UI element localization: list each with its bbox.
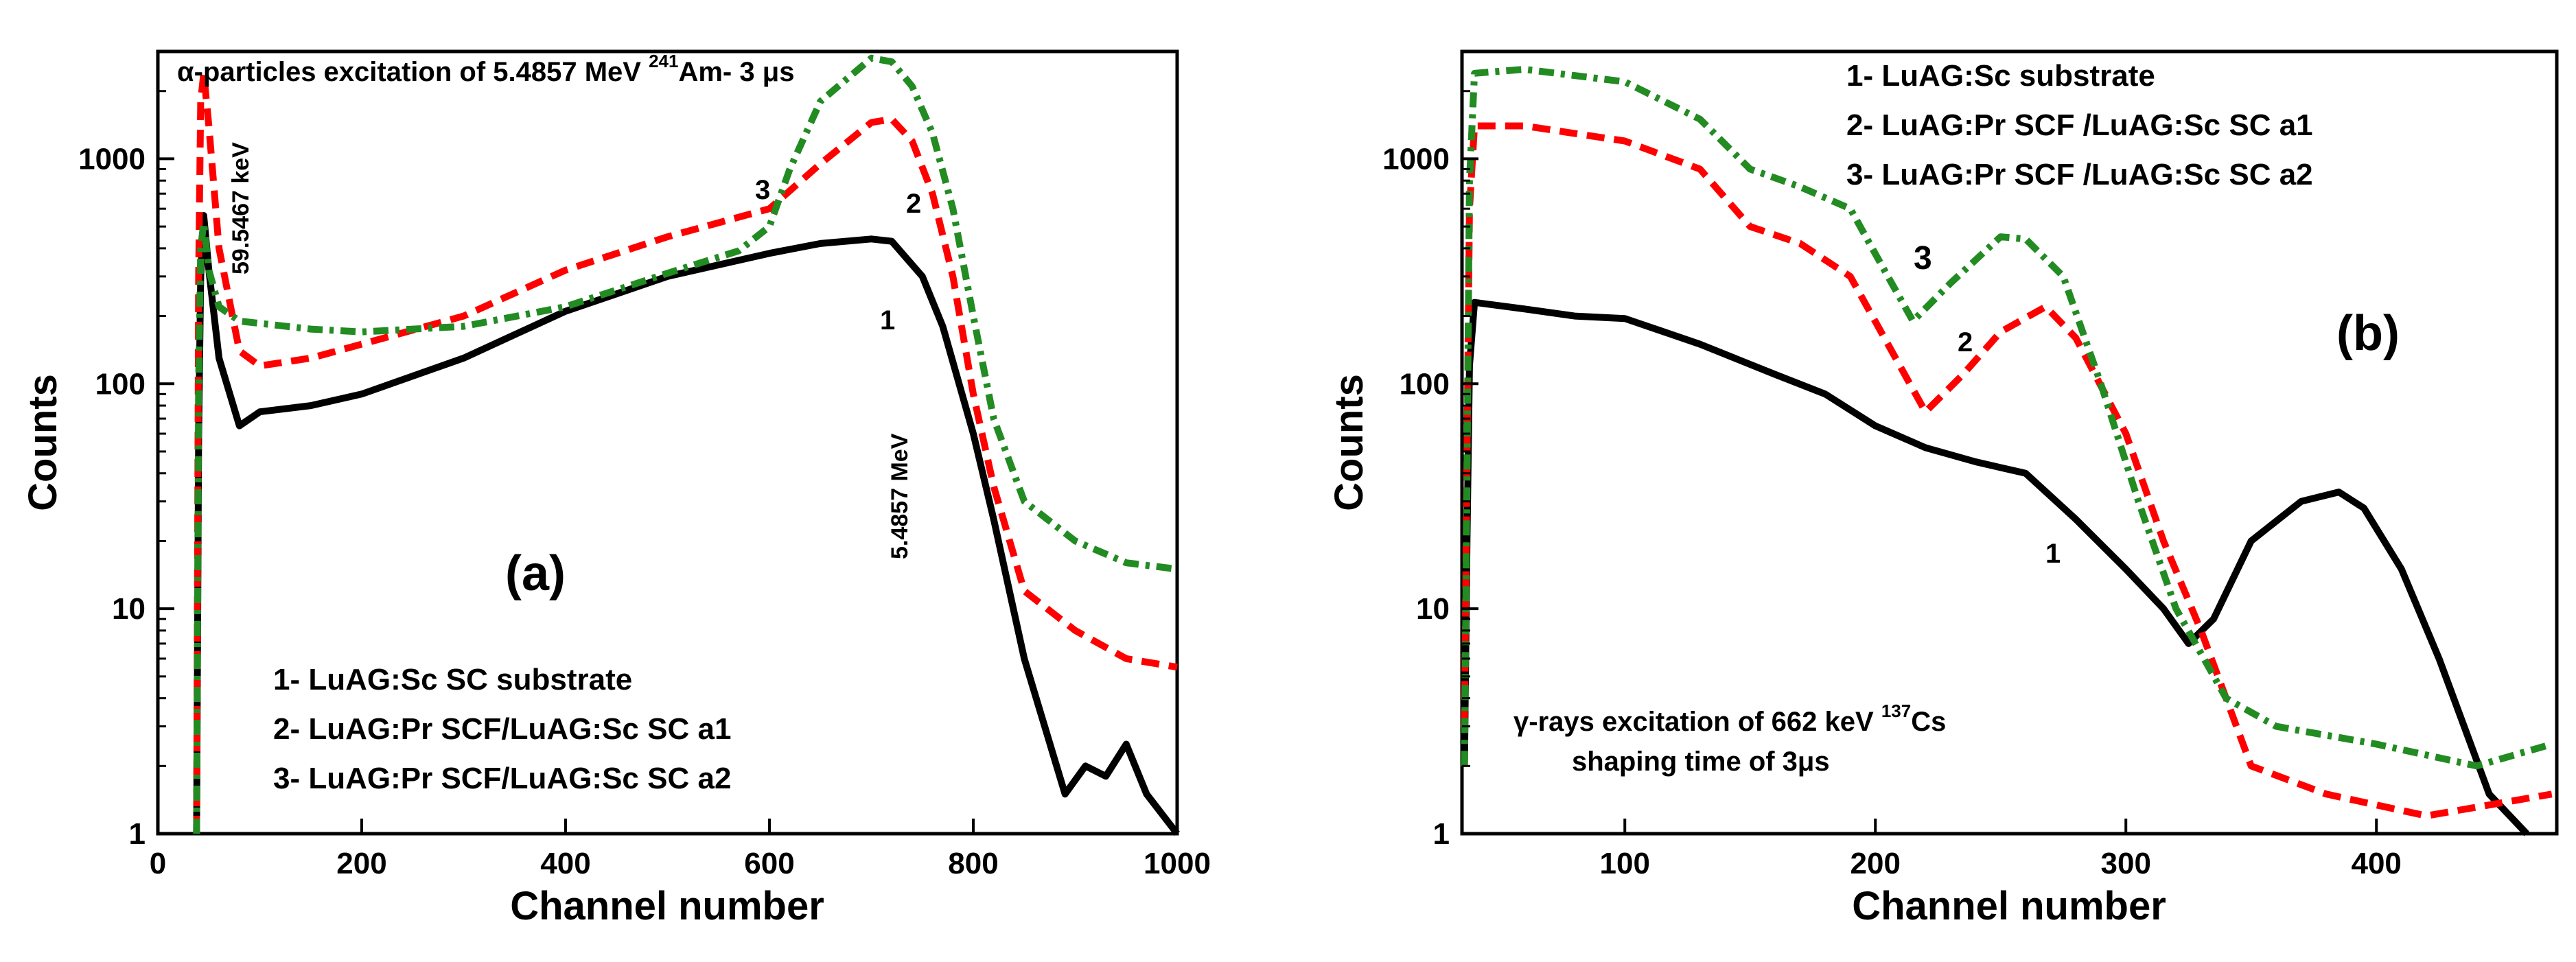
chart-title-b-line2: shaping time of 3μs: [1572, 747, 1830, 777]
x-axis-label-b: Channel number: [1852, 884, 2166, 928]
chart-title-b-line1: γ-rays excitation of 662 keV 137Cs: [1513, 701, 1946, 737]
series-a-3: [193, 54, 1178, 834]
legend-entry-b-2: 2- LuAG:Pr SCF /LuAG:Sc SC a1: [1846, 108, 2313, 142]
annotation-59keV: 59.5467 keV: [228, 142, 254, 274]
y-axis-label-b: Counts: [1327, 374, 1371, 511]
legend-entry-b-1: 1- LuAG:Sc substrate: [1846, 59, 2155, 93]
x-tick-label: 600: [744, 847, 794, 880]
y-tick-label: 100: [95, 367, 146, 401]
plot-frame-b: [1460, 49, 2559, 836]
y-tick-label: 10: [112, 592, 146, 626]
y-tick-label: 100: [1400, 367, 1450, 401]
y-tick-label: 1000: [1382, 142, 1450, 176]
curve-label-a-1: 1: [880, 305, 895, 336]
curve-label-b-3: 3: [1914, 240, 1932, 277]
plot-frame-a: [156, 49, 1179, 836]
legend-entry-a-1: 1- LuAG:Sc SC substrate: [273, 663, 632, 696]
chart-panel-a: 0 200 400 600 800 1000 1 10 100 1000 α-particles…: [21, 49, 1211, 928]
curve-label-a-2: 2: [906, 189, 921, 219]
x-tick-label: 100: [1600, 847, 1650, 880]
x-axis-label-a: Channel number: [510, 884, 824, 928]
x-tick-label: 400: [540, 847, 590, 880]
panel-label-b: (b): [2336, 306, 2400, 361]
x-tick-label: 200: [336, 847, 386, 880]
legend-entry-a-3: 3- LuAG:Pr SCF/LuAG:Sc SC a2: [273, 762, 731, 795]
y-tick-label: 1: [129, 817, 146, 851]
x-tick-label: 400: [2351, 847, 2401, 880]
series-a-2: [193, 69, 1178, 834]
x-tick-label: 0: [150, 847, 166, 880]
series-b-3: [1461, 66, 2553, 770]
series-group-b: [1461, 66, 2553, 836]
series-b-1: [1461, 298, 2529, 836]
panel-label-a: (a): [505, 546, 566, 601]
y-ticks-b: 1 10 100 1000: [1382, 90, 1478, 851]
curve-label-b-2: 2: [1958, 327, 1973, 357]
x-tick-label: 1000: [1144, 847, 1211, 880]
y-tick-label: 10: [1416, 592, 1450, 626]
chart-panel-b: 100 200 300 400 1 10 100 1000 Channel number C…: [1327, 49, 2559, 928]
x-tick-label: 800: [948, 847, 998, 880]
y-ticks-a: 1 10 100 1000: [78, 90, 174, 851]
y-axis-label-a: Counts: [21, 374, 65, 511]
y-tick-label: 1000: [78, 142, 146, 176]
curve-label-b-1: 1: [2045, 539, 2061, 569]
y-tick-label: 1: [1433, 817, 1450, 851]
series-a-1: [193, 212, 1180, 836]
annotation-5MeV: 5.4857 MeV: [887, 433, 913, 559]
x-tick-label: 300: [2101, 847, 2151, 880]
series-group-a: [193, 54, 1180, 836]
x-ticks-a: 0 200 400 600 800 1000: [150, 819, 1211, 880]
chart-title-a: α-particles excitation of 5.4857 MeV 241…: [177, 51, 794, 87]
x-ticks-b: 100 200 300 400: [1600, 819, 2402, 880]
curve-label-a-3: 3: [755, 175, 770, 205]
legend-entry-b-3: 3- LuAG:Pr SCF /LuAG:Sc SC a2: [1846, 158, 2313, 191]
series-b-2: [1461, 122, 2553, 819]
legend-entry-a-2: 2- LuAG:Pr SCF/LuAG:Sc SC a1: [273, 712, 731, 746]
x-tick-label: 200: [1850, 847, 1901, 880]
